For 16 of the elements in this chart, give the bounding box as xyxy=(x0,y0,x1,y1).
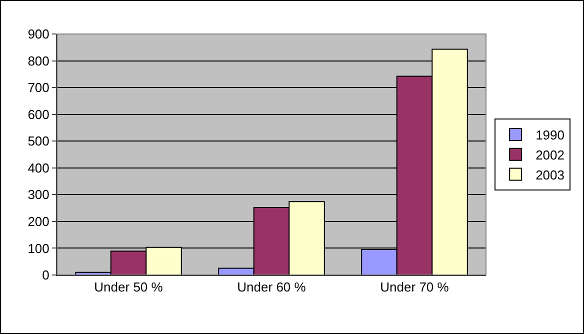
y-tick-label: 800 xyxy=(28,53,50,68)
y-tick-label: 900 xyxy=(28,26,50,42)
legend-label: 2002 xyxy=(536,147,564,162)
y-tick-label: 400 xyxy=(28,160,50,176)
y-tick-label: 300 xyxy=(28,187,50,202)
legend-label: 1990 xyxy=(536,128,564,143)
y-tick-label: 0 xyxy=(42,268,50,283)
y-tick-label: 100 xyxy=(28,240,50,256)
y-tick-label: 500 xyxy=(28,134,50,149)
x-tick-label: Under 70 % xyxy=(380,280,450,295)
x-tick-label: Under 50 % xyxy=(94,280,164,295)
x-tick-label: Under 60 % xyxy=(237,280,306,295)
y-tick-label: 600 xyxy=(28,106,50,122)
y-tick-label: 200 xyxy=(28,214,50,229)
legend-label: 2003 xyxy=(536,167,564,182)
y-tick-label: 700 xyxy=(28,80,50,96)
